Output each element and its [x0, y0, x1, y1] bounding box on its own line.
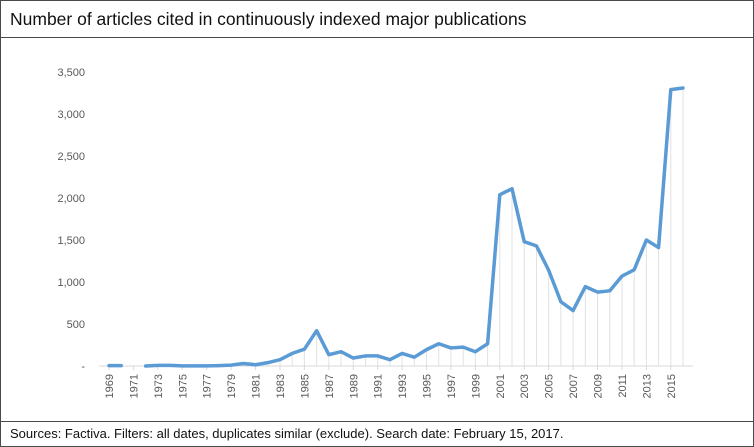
- data-point: [193, 364, 196, 367]
- x-tick-label: 2007: [568, 374, 580, 398]
- y-tick-label: 3,500: [57, 67, 85, 79]
- y-tick-label: 3,000: [57, 109, 85, 121]
- data-point: [230, 364, 233, 367]
- x-tick-label: 2001: [495, 374, 507, 398]
- data-point: [645, 239, 648, 242]
- data-point: [242, 362, 245, 365]
- x-tick-label: 1981: [251, 374, 263, 398]
- x-tick-label: 2011: [617, 374, 629, 398]
- x-axis: 1969 1971 1973 1975 1977 1979 1981 1983 1985 1987…: [104, 366, 678, 398]
- data-point: [156, 364, 159, 367]
- data-point: [511, 187, 514, 190]
- data-point: [657, 246, 660, 249]
- x-tick-label: 2009: [593, 374, 605, 398]
- data-point: [535, 244, 538, 247]
- data-point: [144, 365, 147, 368]
- data-point: [108, 364, 111, 367]
- data-line: [107, 86, 685, 368]
- data-point: [315, 329, 318, 332]
- data-point: [120, 364, 123, 367]
- source-note: Sources: Factiva. Filters: all dates, du…: [1, 421, 753, 446]
- data-point: [620, 275, 623, 278]
- data-point: [303, 348, 306, 351]
- x-tick-label: 1985: [299, 374, 311, 398]
- series-line: [107, 86, 685, 368]
- drop-lines: [108, 87, 684, 366]
- data-point: [572, 309, 575, 312]
- x-tick-label: 1991: [373, 374, 385, 398]
- data-point: [401, 352, 404, 355]
- chart-title: Number of articles cited in continuously…: [1, 1, 753, 38]
- data-point: [413, 356, 416, 359]
- data-point: [462, 346, 465, 349]
- data-point: [547, 269, 550, 272]
- data-point: [669, 88, 672, 91]
- data-point: [449, 346, 452, 349]
- x-tick-label: 1975: [177, 374, 189, 398]
- x-tick-label: 1979: [226, 374, 238, 398]
- data-point: [425, 348, 428, 351]
- y-tick-label: 500: [67, 319, 85, 331]
- data-point: [205, 364, 208, 367]
- x-tick-label: 1969: [104, 374, 116, 398]
- data-point: [376, 354, 379, 357]
- data-point: [523, 240, 526, 243]
- data-point: [608, 289, 611, 292]
- data-point: [352, 357, 355, 360]
- data-point: [559, 300, 562, 303]
- x-tick-label: 1999: [470, 374, 482, 398]
- x-tick-label: 2013: [641, 374, 653, 398]
- data-point: [278, 358, 281, 361]
- y-tick-label: 2,000: [57, 193, 85, 205]
- x-tick-label: 2015: [666, 374, 678, 398]
- data-point: [596, 291, 599, 294]
- x-tick-label: 2005: [544, 374, 556, 398]
- x-tick-label: 1989: [348, 374, 360, 398]
- x-tick-label: 1987: [324, 374, 336, 398]
- chart-area: -500 1,000 1,500 2,000 2,500 3,000 3,500 1969 1…: [1, 39, 753, 420]
- data-point: [437, 342, 440, 345]
- data-point: [254, 363, 257, 366]
- x-tick-label: 1997: [446, 374, 458, 398]
- data-point: [266, 361, 269, 364]
- x-tick-label: 1977: [202, 374, 214, 398]
- y-tick-label: -: [81, 361, 85, 373]
- data-point: [327, 353, 330, 356]
- y-tick-label: 2,500: [57, 151, 85, 163]
- data-point: [340, 350, 343, 353]
- data-point: [169, 364, 172, 367]
- data-point: [181, 364, 184, 367]
- data-point: [388, 358, 391, 361]
- x-tick-label: 1995: [422, 374, 434, 398]
- y-axis: - 500 1,000 1,500 2,000 2,500 3,000 3,500: [57, 67, 85, 373]
- x-tick-label: 1993: [397, 374, 409, 398]
- data-point: [682, 86, 685, 89]
- data-point: [486, 342, 489, 345]
- x-tick-label: 1973: [153, 374, 165, 398]
- data-point: [291, 352, 294, 355]
- x-tick-label: 1983: [275, 374, 287, 398]
- x-tick-label: 1971: [128, 374, 140, 398]
- data-point: [217, 364, 220, 367]
- data-point: [584, 285, 587, 288]
- data-point: [474, 350, 477, 353]
- y-tick-label: 1,000: [57, 277, 85, 289]
- data-point: [498, 193, 501, 196]
- x-tick-label: 2003: [519, 374, 531, 398]
- data-point: [364, 354, 367, 357]
- data-point: [633, 268, 636, 271]
- y-tick-label: 1,500: [57, 235, 85, 247]
